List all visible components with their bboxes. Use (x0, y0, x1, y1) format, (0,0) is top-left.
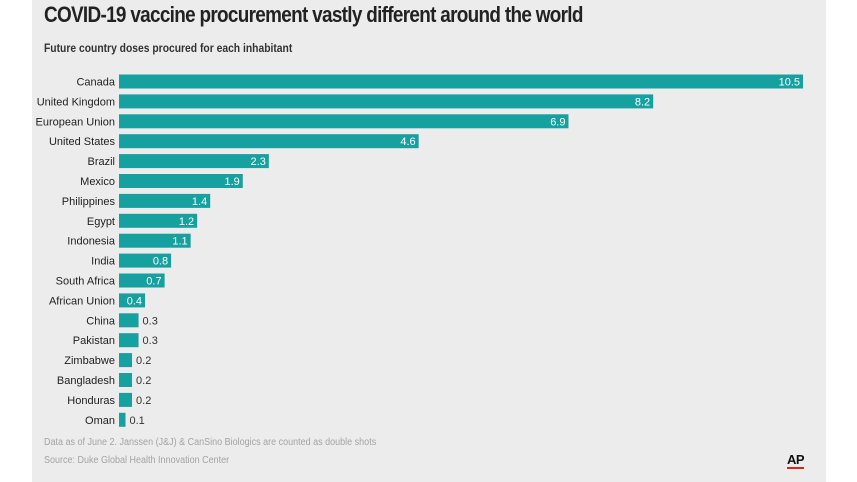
bar (119, 313, 139, 328)
ap-logo-accent (787, 467, 804, 469)
value-label: 0.2 (136, 355, 151, 367)
value-label: 6.9 (550, 116, 565, 128)
bar (119, 74, 803, 89)
bar (119, 373, 133, 387)
category-label: Indonesia (67, 236, 116, 248)
bar (119, 193, 211, 208)
bar (119, 134, 419, 149)
source-credit: Source: Duke Global Health Innovation Ce… (44, 455, 230, 466)
bar (119, 333, 139, 348)
bars-group: Canada 10.5 United Kingdom 8.2 European Unio… (35, 74, 803, 427)
value-label: 8.2 (635, 96, 650, 108)
bar (119, 233, 191, 248)
category-label: United States (49, 136, 116, 148)
bar (119, 412, 126, 427)
bar (119, 213, 198, 228)
bar (119, 154, 269, 169)
category-label: Bangladesh (57, 375, 115, 387)
chart-title: COVID-19 vaccine procurement vastly diff… (44, 2, 583, 27)
category-label: India (91, 256, 116, 268)
value-label: 0.8 (153, 256, 168, 268)
bar (119, 392, 133, 407)
value-label: 1.4 (192, 196, 207, 208)
category-label: Brazil (87, 156, 115, 168)
category-label: United Kingdom (37, 96, 115, 108)
bar (119, 253, 172, 268)
ap-logo: AP (787, 452, 805, 467)
category-label: Honduras (67, 395, 115, 407)
category-label: Mexico (80, 176, 115, 188)
bar (119, 353, 133, 368)
chart-subtitle: Future country doses procured for each i… (44, 41, 293, 55)
value-label: 1.9 (224, 176, 239, 188)
value-label: 0.1 (130, 415, 145, 427)
value-label: 0.4 (127, 295, 142, 307)
category-label: European Union (35, 116, 115, 128)
value-label: 2.3 (251, 156, 266, 168)
bar (119, 94, 654, 109)
value-label: 0.2 (136, 375, 151, 387)
bar (119, 174, 243, 188)
bar (119, 273, 165, 288)
category-label: Canada (76, 77, 115, 89)
bar (119, 114, 569, 129)
category-label: Egypt (87, 216, 115, 228)
category-label: African Union (49, 295, 115, 307)
bar (119, 293, 146, 308)
value-label: 10.5 (779, 77, 800, 89)
category-label: Philippines (62, 196, 116, 208)
category-label: Pakistan (73, 335, 115, 347)
category-label: Zimbabwe (64, 355, 115, 367)
value-label: 1.2 (179, 216, 194, 228)
category-label: Oman (85, 415, 115, 427)
value-label: 0.7 (146, 276, 161, 288)
category-label: South Africa (56, 276, 116, 288)
value-label: 0.2 (136, 395, 151, 407)
data-note: Data as of June 2. Janssen (J&J) & CanSi… (44, 437, 377, 448)
value-label: 0.3 (143, 335, 158, 347)
value-label: 4.6 (400, 136, 415, 148)
value-label: 0.3 (143, 315, 158, 327)
value-label: 1.1 (172, 236, 187, 248)
category-label: China (86, 315, 116, 327)
